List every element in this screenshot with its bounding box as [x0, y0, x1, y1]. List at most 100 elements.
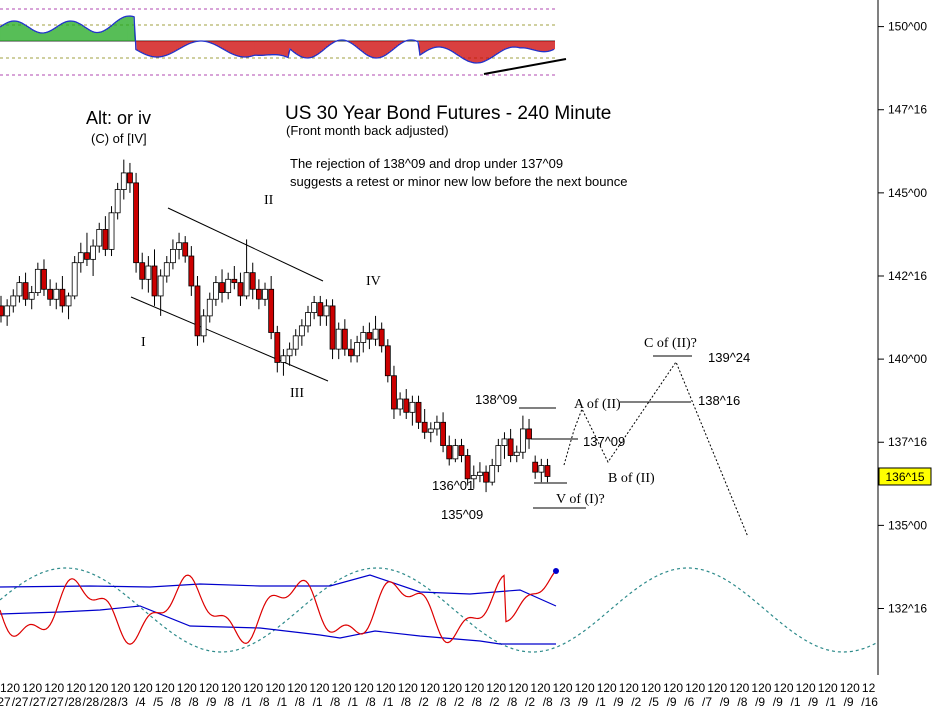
date-tick-label: /28	[100, 695, 117, 707]
candle	[483, 465, 489, 493]
date-tick-label: /1	[348, 695, 358, 707]
date-tick-label: /9	[773, 695, 783, 707]
candle	[262, 282, 268, 306]
label-136-01: 136^01	[432, 478, 474, 493]
price-tick-label: 140^00	[888, 352, 927, 366]
date-tick-label: /8	[507, 695, 517, 707]
candle	[127, 162, 133, 193]
date-tick-label: /1	[242, 695, 252, 707]
date-tick-label: /8	[295, 695, 305, 707]
label-wave-iii: III	[290, 386, 304, 401]
date-tick-label: 120	[0, 681, 20, 695]
lower-band	[0, 605, 556, 645]
candle	[446, 435, 453, 466]
label-wave-ii: II	[264, 193, 274, 208]
candle	[59, 275, 66, 313]
candle	[348, 339, 354, 363]
candle	[489, 458, 496, 486]
date-tick-label: /8	[260, 695, 270, 707]
candle	[4, 299, 11, 326]
date-tick-label: 120	[376, 681, 396, 695]
date-tick-label: /8	[366, 695, 376, 707]
date-tick-label: 120	[287, 681, 307, 695]
date-tick-label: /9	[844, 695, 854, 707]
date-tick-label: /27	[29, 695, 46, 707]
label-a-of-ii: A of (II)	[574, 397, 621, 412]
chart-title: US 30 Year Bond Futures - 240 Minute	[285, 103, 611, 124]
label-c-of-ii: C of (II)?	[644, 336, 697, 351]
date-tick-label: 120	[221, 681, 241, 695]
candle	[274, 325, 281, 373]
date-tick-label: 120	[111, 681, 131, 695]
candle	[108, 206, 115, 257]
candle	[434, 415, 440, 436]
candle	[77, 242, 84, 273]
date-tick-label: /1	[826, 695, 836, 707]
candle	[477, 462, 483, 483]
note-line-1: The rejection of 138^09 and drop under 1…	[290, 156, 563, 171]
candle	[219, 269, 225, 303]
date-tick-label: 120	[464, 681, 484, 695]
price-tick-label: 135^00	[888, 518, 927, 532]
candle	[231, 266, 238, 290]
date-tick-label: 120	[508, 681, 528, 695]
candle	[329, 299, 336, 360]
label-wave-i: I	[141, 335, 146, 350]
date-tick-label: 120	[309, 681, 329, 695]
candle	[65, 292, 72, 320]
candle	[323, 299, 330, 326]
date-tick-label: 120	[398, 681, 418, 695]
label-138-09: 138^09	[475, 392, 517, 407]
date-tick-label: /2	[490, 695, 500, 707]
candle	[71, 256, 78, 300]
date-tick-label: /27	[12, 695, 29, 707]
candle	[120, 159, 127, 200]
cycle-marker-dot	[553, 568, 559, 574]
candle	[298, 319, 305, 346]
price-tick-label: 132^16	[888, 601, 927, 615]
date-tick-label: /1	[383, 695, 393, 707]
date-tick-label: 120	[729, 681, 749, 695]
candle	[22, 272, 29, 306]
candle	[507, 428, 514, 463]
price-tick-label: 145^00	[888, 186, 927, 200]
candle	[114, 182, 121, 220]
date-tick-label: 120	[530, 681, 550, 695]
candle	[47, 279, 54, 306]
date-tick-label: /9	[614, 695, 624, 707]
candle	[188, 246, 195, 296]
label-135-09: 135^09	[441, 507, 483, 522]
date-tick-label: /3	[118, 695, 128, 707]
cycle-wave	[0, 567, 879, 653]
date-tick-label: /4	[136, 695, 146, 707]
annotations: US 30 Year Bond Futures - 240 Minute (Fr…	[86, 103, 750, 522]
date-tick-label: 120	[177, 681, 197, 695]
date-tick-label: 120	[818, 681, 838, 695]
date-tick-label: 120	[751, 681, 771, 695]
candle	[28, 285, 35, 310]
candle	[133, 172, 139, 273]
candle	[163, 256, 170, 283]
price-axis: 150^00 147^16 145^00 142^16 140^00 137^16 135^…	[877, 0, 932, 675]
price-tick-label: 150^00	[888, 20, 927, 34]
date-tick-label: 120	[420, 681, 440, 695]
date-tick-label: /1	[277, 695, 287, 707]
candle	[397, 392, 404, 416]
date-tick-label: /1	[596, 695, 606, 707]
candle	[200, 309, 207, 343]
candle	[470, 465, 477, 489]
candle	[311, 295, 318, 320]
candle	[305, 305, 311, 333]
date-tick-label: /8	[189, 695, 199, 707]
date-tick-label: 120	[597, 681, 617, 695]
candle	[520, 415, 526, 459]
price-tick-label: 142^16	[888, 269, 927, 283]
candle	[249, 262, 256, 300]
candle	[341, 319, 348, 356]
candle	[41, 259, 47, 296]
price-tick-label: 137^16	[888, 435, 927, 449]
date-tick-label: /1	[791, 695, 801, 707]
candle	[206, 292, 213, 323]
date-tick-label: 120	[243, 681, 263, 695]
